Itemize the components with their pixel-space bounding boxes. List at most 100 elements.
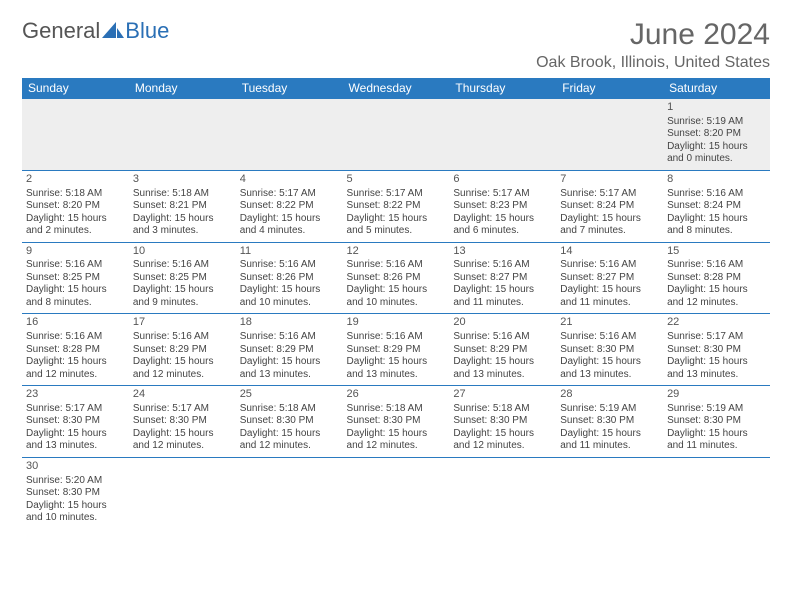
day-header: Sunday — [22, 78, 129, 99]
cell-dl1: Daylight: 15 hours — [133, 356, 232, 369]
day-number: 2 — [26, 173, 125, 187]
day-number: 24 — [133, 388, 232, 402]
cell-dl1: Daylight: 15 hours — [667, 356, 766, 369]
cell-dl1: Daylight: 15 hours — [667, 213, 766, 226]
day-number: 6 — [453, 173, 552, 187]
cell-dl1: Daylight: 15 hours — [26, 500, 125, 513]
calendar-cell: 7Sunrise: 5:17 AMSunset: 8:24 PMDaylight… — [556, 170, 663, 242]
cell-dl2: and 8 minutes. — [667, 225, 766, 238]
cell-dl1: Daylight: 15 hours — [347, 356, 446, 369]
calendar-cell — [449, 457, 556, 528]
cell-sunrise: Sunrise: 5:20 AM — [26, 475, 125, 488]
cell-sunrise: Sunrise: 5:18 AM — [133, 188, 232, 201]
day-number: 15 — [667, 245, 766, 259]
cell-sunrise: Sunrise: 5:16 AM — [560, 259, 659, 272]
calendar-cell: 16Sunrise: 5:16 AMSunset: 8:28 PMDayligh… — [22, 314, 129, 386]
cell-sunset: Sunset: 8:23 PM — [453, 200, 552, 213]
cell-dl1: Daylight: 15 hours — [240, 213, 339, 226]
cell-sunset: Sunset: 8:30 PM — [560, 415, 659, 428]
calendar-cell: 30Sunrise: 5:20 AMSunset: 8:30 PMDayligh… — [22, 457, 129, 528]
cell-sunrise: Sunrise: 5:17 AM — [560, 188, 659, 201]
cell-sunrise: Sunrise: 5:16 AM — [26, 331, 125, 344]
cell-sunrise: Sunrise: 5:19 AM — [667, 403, 766, 416]
day-header: Thursday — [449, 78, 556, 99]
calendar-cell — [343, 457, 450, 528]
day-header: Friday — [556, 78, 663, 99]
cell-sunset: Sunset: 8:21 PM — [133, 200, 232, 213]
cell-sunrise: Sunrise: 5:16 AM — [133, 331, 232, 344]
cell-dl2: and 4 minutes. — [240, 225, 339, 238]
cell-sunrise: Sunrise: 5:18 AM — [240, 403, 339, 416]
cell-sunset: Sunset: 8:28 PM — [667, 272, 766, 285]
cell-dl1: Daylight: 15 hours — [560, 356, 659, 369]
calendar-cell — [343, 99, 450, 171]
cell-sunrise: Sunrise: 5:16 AM — [240, 259, 339, 272]
calendar-cell — [129, 99, 236, 171]
calendar-cell: 8Sunrise: 5:16 AMSunset: 8:24 PMDaylight… — [663, 170, 770, 242]
cell-sunset: Sunset: 8:29 PM — [240, 344, 339, 357]
day-number: 11 — [240, 245, 339, 259]
calendar-cell: 21Sunrise: 5:16 AMSunset: 8:30 PMDayligh… — [556, 314, 663, 386]
cell-dl2: and 12 minutes. — [347, 440, 446, 453]
cell-dl1: Daylight: 15 hours — [240, 284, 339, 297]
cell-sunset: Sunset: 8:26 PM — [240, 272, 339, 285]
cell-dl1: Daylight: 15 hours — [453, 428, 552, 441]
calendar-cell: 24Sunrise: 5:17 AMSunset: 8:30 PMDayligh… — [129, 386, 236, 458]
page-header: General Blue June 2024 Oak Brook, Illino… — [22, 18, 770, 72]
cell-dl2: and 7 minutes. — [560, 225, 659, 238]
calendar-cell: 22Sunrise: 5:17 AMSunset: 8:30 PMDayligh… — [663, 314, 770, 386]
brand-part1: General — [22, 18, 100, 44]
day-number: 12 — [347, 245, 446, 259]
day-number: 20 — [453, 316, 552, 330]
day-number: 30 — [26, 460, 125, 474]
calendar-cell: 15Sunrise: 5:16 AMSunset: 8:28 PMDayligh… — [663, 242, 770, 314]
cell-sunset: Sunset: 8:24 PM — [667, 200, 766, 213]
day-number: 5 — [347, 173, 446, 187]
cell-sunset: Sunset: 8:29 PM — [133, 344, 232, 357]
day-number: 19 — [347, 316, 446, 330]
calendar-week-row: 30Sunrise: 5:20 AMSunset: 8:30 PMDayligh… — [22, 457, 770, 528]
cell-dl2: and 11 minutes. — [667, 440, 766, 453]
calendar-cell: 12Sunrise: 5:16 AMSunset: 8:26 PMDayligh… — [343, 242, 450, 314]
calendar-cell: 17Sunrise: 5:16 AMSunset: 8:29 PMDayligh… — [129, 314, 236, 386]
day-header: Wednesday — [343, 78, 450, 99]
cell-dl2: and 12 minutes. — [133, 440, 232, 453]
calendar-cell: 1Sunrise: 5:19 AMSunset: 8:20 PMDaylight… — [663, 99, 770, 171]
cell-dl2: and 13 minutes. — [667, 369, 766, 382]
day-number: 28 — [560, 388, 659, 402]
cell-dl2: and 13 minutes. — [453, 369, 552, 382]
cell-sunrise: Sunrise: 5:18 AM — [453, 403, 552, 416]
cell-dl2: and 11 minutes. — [560, 297, 659, 310]
calendar-cell: 14Sunrise: 5:16 AMSunset: 8:27 PMDayligh… — [556, 242, 663, 314]
cell-sunrise: Sunrise: 5:17 AM — [667, 331, 766, 344]
day-number: 9 — [26, 245, 125, 259]
day-number: 17 — [133, 316, 232, 330]
cell-sunrise: Sunrise: 5:16 AM — [240, 331, 339, 344]
cell-sunrise: Sunrise: 5:18 AM — [26, 188, 125, 201]
day-header: Tuesday — [236, 78, 343, 99]
cell-sunrise: Sunrise: 5:16 AM — [667, 188, 766, 201]
cell-dl2: and 10 minutes. — [347, 297, 446, 310]
cell-sunset: Sunset: 8:20 PM — [26, 200, 125, 213]
cell-dl1: Daylight: 15 hours — [26, 284, 125, 297]
cell-dl2: and 10 minutes. — [240, 297, 339, 310]
cell-dl2: and 2 minutes. — [26, 225, 125, 238]
calendar-cell: 4Sunrise: 5:17 AMSunset: 8:22 PMDaylight… — [236, 170, 343, 242]
day-number: 16 — [26, 316, 125, 330]
calendar-cell — [22, 99, 129, 171]
cell-dl1: Daylight: 15 hours — [560, 213, 659, 226]
cell-dl2: and 13 minutes. — [560, 369, 659, 382]
day-number: 7 — [560, 173, 659, 187]
calendar-cell: 18Sunrise: 5:16 AMSunset: 8:29 PMDayligh… — [236, 314, 343, 386]
cell-dl2: and 10 minutes. — [26, 512, 125, 525]
day-number: 4 — [240, 173, 339, 187]
day-number: 14 — [560, 245, 659, 259]
cell-sunrise: Sunrise: 5:19 AM — [560, 403, 659, 416]
cell-sunset: Sunset: 8:30 PM — [453, 415, 552, 428]
cell-dl2: and 8 minutes. — [26, 297, 125, 310]
cell-dl2: and 12 minutes. — [667, 297, 766, 310]
cell-dl1: Daylight: 15 hours — [347, 428, 446, 441]
cell-dl2: and 11 minutes. — [560, 440, 659, 453]
calendar-cell: 5Sunrise: 5:17 AMSunset: 8:22 PMDaylight… — [343, 170, 450, 242]
cell-sunset: Sunset: 8:30 PM — [560, 344, 659, 357]
